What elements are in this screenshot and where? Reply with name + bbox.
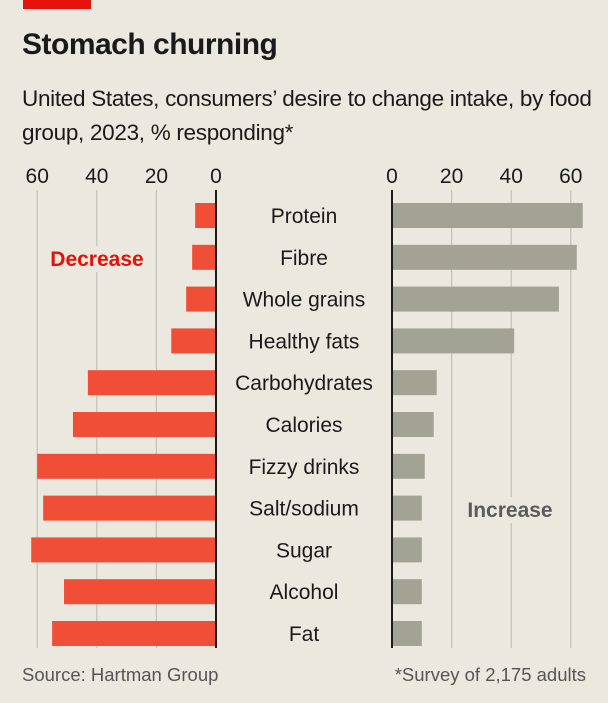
category-label: Carbohydrates bbox=[235, 372, 373, 395]
decrease-label-backdrop bbox=[44, 246, 150, 272]
bar-decrease-salt-sodium bbox=[43, 495, 216, 521]
decrease-series-label: Decrease bbox=[50, 248, 143, 271]
bar-increase-fibre bbox=[392, 244, 577, 270]
bar-increase-whole-grains bbox=[392, 286, 559, 312]
bar-decrease-calories bbox=[72, 412, 217, 437]
bar-decrease-protein bbox=[195, 203, 216, 228]
bar-increase-healthy-fats bbox=[392, 328, 515, 354]
bar-increase-sugar bbox=[392, 537, 422, 563]
category-label: Fibre bbox=[280, 247, 328, 270]
category-label: Salt/sodium bbox=[249, 498, 359, 521]
category-label: Fizzy drinks bbox=[249, 456, 360, 479]
source-note: Source: Hartman Group bbox=[22, 664, 219, 685]
chart-title: Stomach churning bbox=[22, 28, 278, 61]
increase-bars bbox=[392, 203, 583, 646]
survey-footnote: *Survey of 2,175 adults bbox=[394, 664, 586, 685]
bar-decrease-alcohol bbox=[64, 579, 217, 605]
bar-increase-fizzy-drinks bbox=[392, 453, 425, 479]
bar-decrease-healthy-fats bbox=[171, 328, 216, 354]
category-label: Alcohol bbox=[270, 581, 339, 604]
bar-increase-salt-sodium bbox=[392, 495, 422, 521]
increase-series-label: Increase bbox=[467, 499, 552, 522]
tick-label-right-60: 60 bbox=[559, 165, 582, 188]
bar-decrease-fat bbox=[52, 621, 216, 646]
decrease-bars bbox=[31, 203, 217, 646]
category-label: Protein bbox=[271, 205, 338, 228]
category-label: Healthy fats bbox=[249, 330, 360, 353]
bar-increase-calories bbox=[392, 412, 434, 437]
bar-decrease-fizzy-drinks bbox=[37, 453, 217, 479]
category-label: Whole grains bbox=[243, 289, 366, 312]
right-tick-labels: 0 20 40 60 bbox=[386, 165, 582, 188]
bar-decrease-sugar bbox=[31, 537, 216, 563]
bar-increase-protein bbox=[392, 203, 583, 228]
bar-increase-carbohydrates bbox=[392, 370, 437, 396]
chart-subtitle: United States, consumers’ desire to chan… bbox=[22, 86, 592, 145]
bar-decrease-carbohydrates bbox=[87, 370, 216, 396]
bar-increase-alcohol bbox=[392, 579, 422, 605]
left-tick-labels: 0 20 40 60 bbox=[26, 165, 222, 188]
brand-tab bbox=[23, 0, 91, 9]
axes bbox=[215, 190, 393, 648]
tick-label-right-40: 40 bbox=[500, 165, 523, 188]
category-label: Fat bbox=[289, 623, 320, 646]
tick-label-right-20: 20 bbox=[440, 165, 463, 188]
bar-decrease-fibre bbox=[192, 244, 216, 270]
category-label: Sugar bbox=[276, 539, 332, 562]
tick-label-left-0: 0 bbox=[210, 165, 222, 188]
increase-label-backdrop bbox=[462, 497, 558, 523]
tick-label-left-20: 20 bbox=[145, 165, 168, 188]
bar-decrease-whole-grains bbox=[186, 286, 216, 312]
category-labels: Protein Fibre Whole grains Healthy fats Carb… bbox=[235, 205, 373, 646]
tick-label-left-40: 40 bbox=[85, 165, 108, 188]
category-label: Calories bbox=[265, 414, 342, 437]
bar-increase-fat bbox=[392, 621, 422, 646]
tick-label-right-0: 0 bbox=[386, 165, 398, 188]
tick-label-left-60: 60 bbox=[26, 165, 49, 188]
